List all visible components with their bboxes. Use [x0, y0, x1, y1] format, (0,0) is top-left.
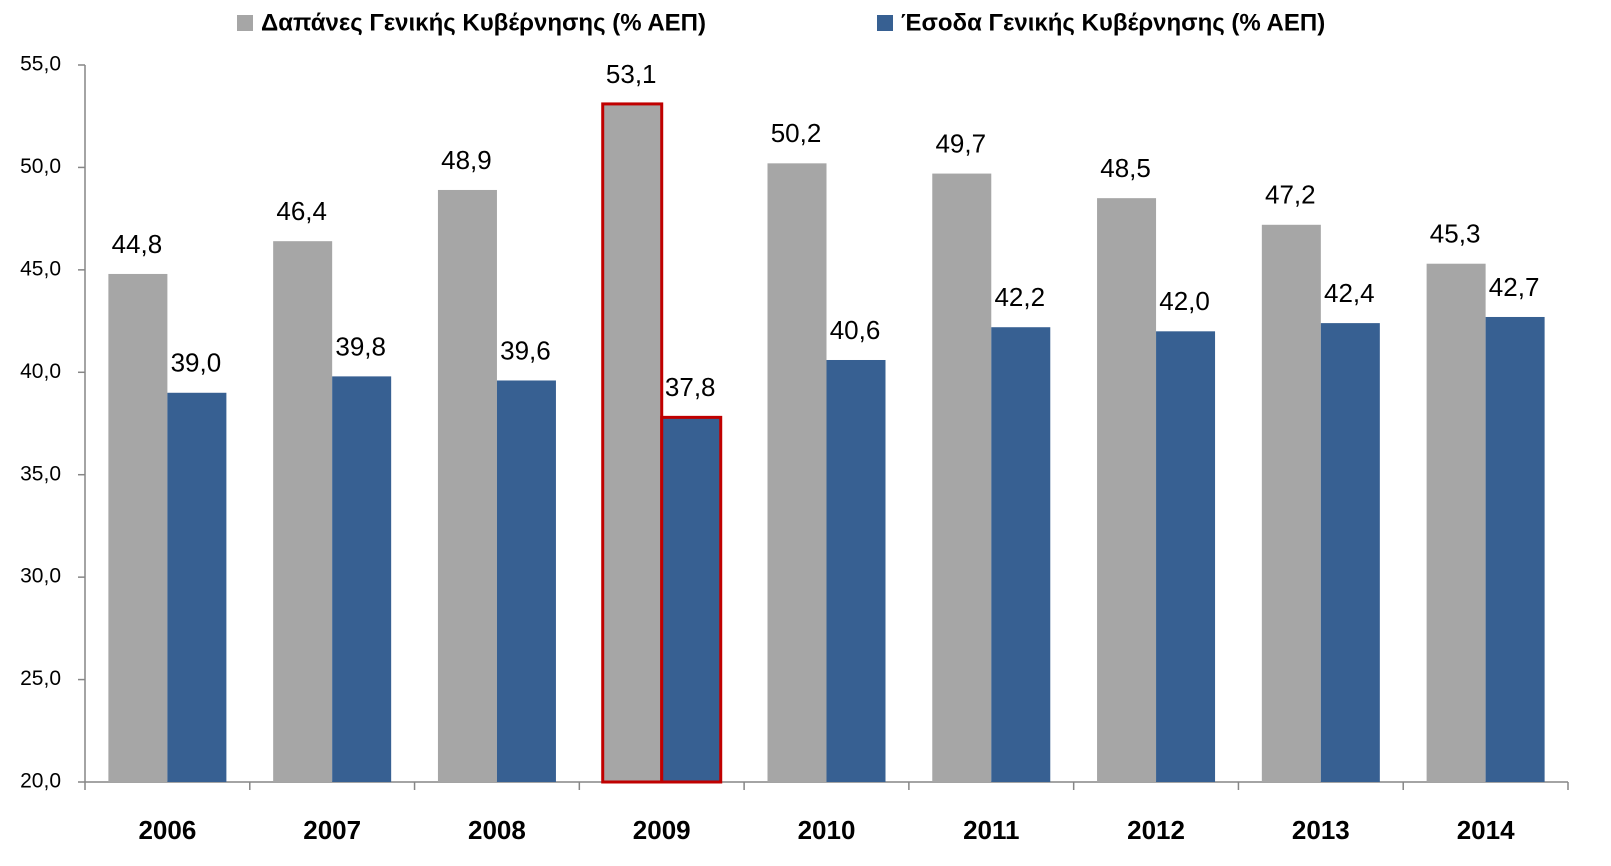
x-tick-label: 2009	[633, 815, 691, 845]
value-label: 39,0	[171, 348, 222, 378]
bar	[167, 392, 227, 782]
value-label: 49,7	[935, 128, 986, 158]
value-label: 53,1	[606, 59, 657, 89]
bar	[108, 273, 168, 782]
y-tick-label: 50,0	[20, 155, 61, 178]
x-tick-label: 2010	[798, 815, 856, 845]
bar	[991, 327, 1051, 782]
x-tick-label: 2006	[138, 815, 196, 845]
x-tick-label: 2013	[1292, 815, 1350, 845]
y-tick-label: 20,0	[20, 770, 61, 793]
value-label: 42,4	[1324, 278, 1375, 308]
y-tick-label: 35,0	[20, 462, 61, 485]
bar	[767, 163, 827, 782]
value-label: 42,2	[994, 282, 1045, 312]
value-label: 42,0	[1159, 286, 1210, 316]
value-label: 46,4	[276, 196, 327, 226]
legend-swatch	[237, 15, 253, 31]
legend-label: Δαπάνες Γενικής Κυβέρνησης (% ΑΕΠ)	[261, 9, 706, 36]
value-label: 40,6	[830, 315, 881, 345]
bar	[660, 415, 723, 784]
x-tick-label: 2012	[1127, 815, 1185, 845]
bar	[437, 189, 497, 782]
bar	[1485, 316, 1545, 782]
legend-swatch	[877, 15, 893, 31]
value-label: 48,5	[1100, 153, 1151, 183]
x-tick-label: 2011	[963, 815, 1019, 845]
value-label: 39,6	[500, 335, 551, 365]
bar	[1426, 263, 1486, 782]
bar	[496, 380, 556, 782]
value-label: 47,2	[1265, 180, 1316, 210]
bar	[1097, 198, 1157, 782]
bar	[332, 376, 392, 782]
y-tick-label: 25,0	[20, 667, 61, 690]
y-tick-label: 30,0	[20, 565, 61, 588]
value-label: 37,8	[665, 372, 716, 402]
legend-label: Έσοδα Γενικής Κυβέρνησης (% ΑΕΠ)	[901, 9, 1325, 36]
x-tick-label: 2007	[303, 815, 361, 845]
y-tick-label: 45,0	[20, 257, 61, 280]
bar	[1156, 331, 1216, 782]
bar	[601, 102, 664, 784]
bar	[273, 241, 333, 783]
bar	[1320, 323, 1380, 782]
x-tick-label: 2014	[1457, 815, 1515, 845]
bar	[932, 173, 992, 782]
value-label: 42,7	[1489, 272, 1540, 302]
bar	[1261, 224, 1321, 782]
value-label: 50,2	[771, 118, 822, 148]
x-tick-label: 2008	[468, 815, 526, 845]
y-tick-label: 40,0	[20, 360, 61, 383]
value-label: 44,8	[112, 229, 163, 259]
value-label: 39,8	[335, 331, 386, 361]
value-label: 45,3	[1430, 219, 1481, 249]
value-label: 48,9	[441, 145, 492, 175]
y-tick-label: 55,0	[20, 53, 61, 76]
bar	[826, 359, 886, 782]
